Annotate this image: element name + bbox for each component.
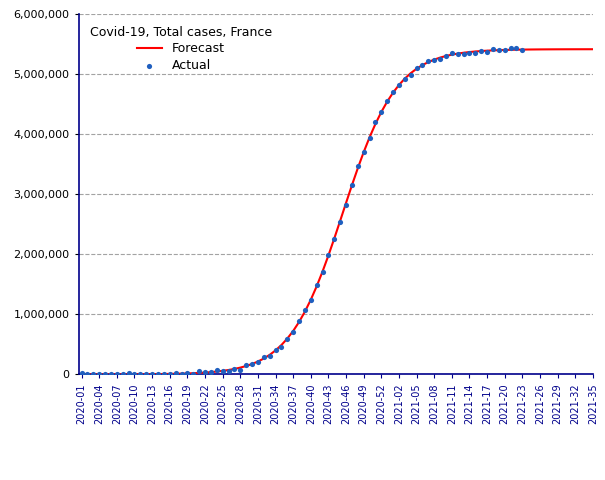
Actual — [376, 108, 386, 116]
Actual — [324, 251, 333, 259]
Actual — [153, 371, 163, 378]
Actual — [318, 268, 327, 276]
Actual — [294, 317, 304, 324]
Actual — [94, 370, 104, 378]
Actual — [400, 75, 410, 83]
Actual — [177, 370, 186, 377]
Actual — [406, 71, 416, 78]
Actual — [270, 346, 280, 354]
Actual — [335, 218, 345, 226]
Actual — [482, 48, 492, 56]
Actual — [212, 366, 221, 373]
Actual — [183, 369, 192, 377]
Actual — [100, 371, 110, 378]
Actual — [488, 45, 498, 53]
Actual — [224, 368, 234, 375]
Actual — [435, 56, 445, 63]
Actual — [353, 162, 362, 170]
Actual — [200, 369, 210, 376]
Actual — [300, 306, 310, 314]
Actual — [77, 369, 87, 377]
Actual — [441, 52, 451, 60]
Actual — [312, 282, 321, 289]
Actual — [88, 371, 98, 378]
Actual — [382, 97, 392, 105]
Actual — [465, 49, 474, 57]
Actual — [83, 371, 93, 378]
Actual — [129, 370, 139, 378]
Actual — [459, 50, 468, 58]
Actual — [159, 371, 169, 378]
Actual — [118, 371, 128, 378]
Actual — [365, 134, 374, 142]
Actual — [147, 370, 157, 377]
Actual — [412, 64, 422, 72]
Actual — [430, 56, 439, 64]
Forecast — [554, 47, 561, 52]
Forecast — [378, 109, 385, 115]
Forecast — [331, 236, 338, 241]
Actual — [471, 48, 480, 56]
Actual — [142, 371, 151, 378]
Forecast — [78, 372, 85, 377]
Actual — [506, 45, 515, 52]
Actual — [194, 368, 204, 375]
Actual — [265, 353, 275, 360]
Actual — [283, 336, 292, 343]
Actual — [276, 343, 286, 351]
Actual — [229, 365, 239, 373]
Forecast — [219, 368, 226, 374]
Actual — [388, 88, 398, 96]
Actual — [171, 370, 180, 377]
Actual — [424, 57, 433, 65]
Actual — [253, 359, 263, 366]
Actual — [124, 370, 134, 377]
Actual — [453, 50, 463, 58]
Actual — [218, 367, 227, 375]
Actual — [112, 371, 122, 378]
Actual — [500, 46, 509, 54]
Actual — [165, 371, 175, 378]
Actual — [106, 371, 116, 378]
Actual — [417, 61, 427, 69]
Actual — [136, 371, 145, 378]
Actual — [512, 44, 522, 52]
Forecast — [589, 47, 597, 52]
Actual — [476, 48, 486, 55]
Actual — [447, 49, 457, 57]
Actual — [241, 361, 251, 369]
Forecast — [225, 367, 232, 373]
Actual — [330, 235, 339, 243]
Actual — [394, 81, 404, 89]
Actual — [235, 366, 245, 374]
Actual — [289, 328, 298, 336]
Legend: Forecast, Actual: Forecast, Actual — [85, 21, 277, 77]
Actual — [259, 354, 269, 361]
Actual — [206, 369, 216, 376]
Forecast — [90, 372, 97, 377]
Actual — [347, 181, 357, 189]
Line: Forecast: Forecast — [82, 49, 593, 374]
Actual — [247, 360, 257, 368]
Actual — [188, 371, 198, 378]
Actual — [341, 201, 351, 208]
Actual — [306, 296, 316, 304]
Actual — [359, 148, 368, 156]
Actual — [517, 46, 527, 54]
Actual — [494, 47, 504, 54]
Actual — [371, 118, 381, 126]
